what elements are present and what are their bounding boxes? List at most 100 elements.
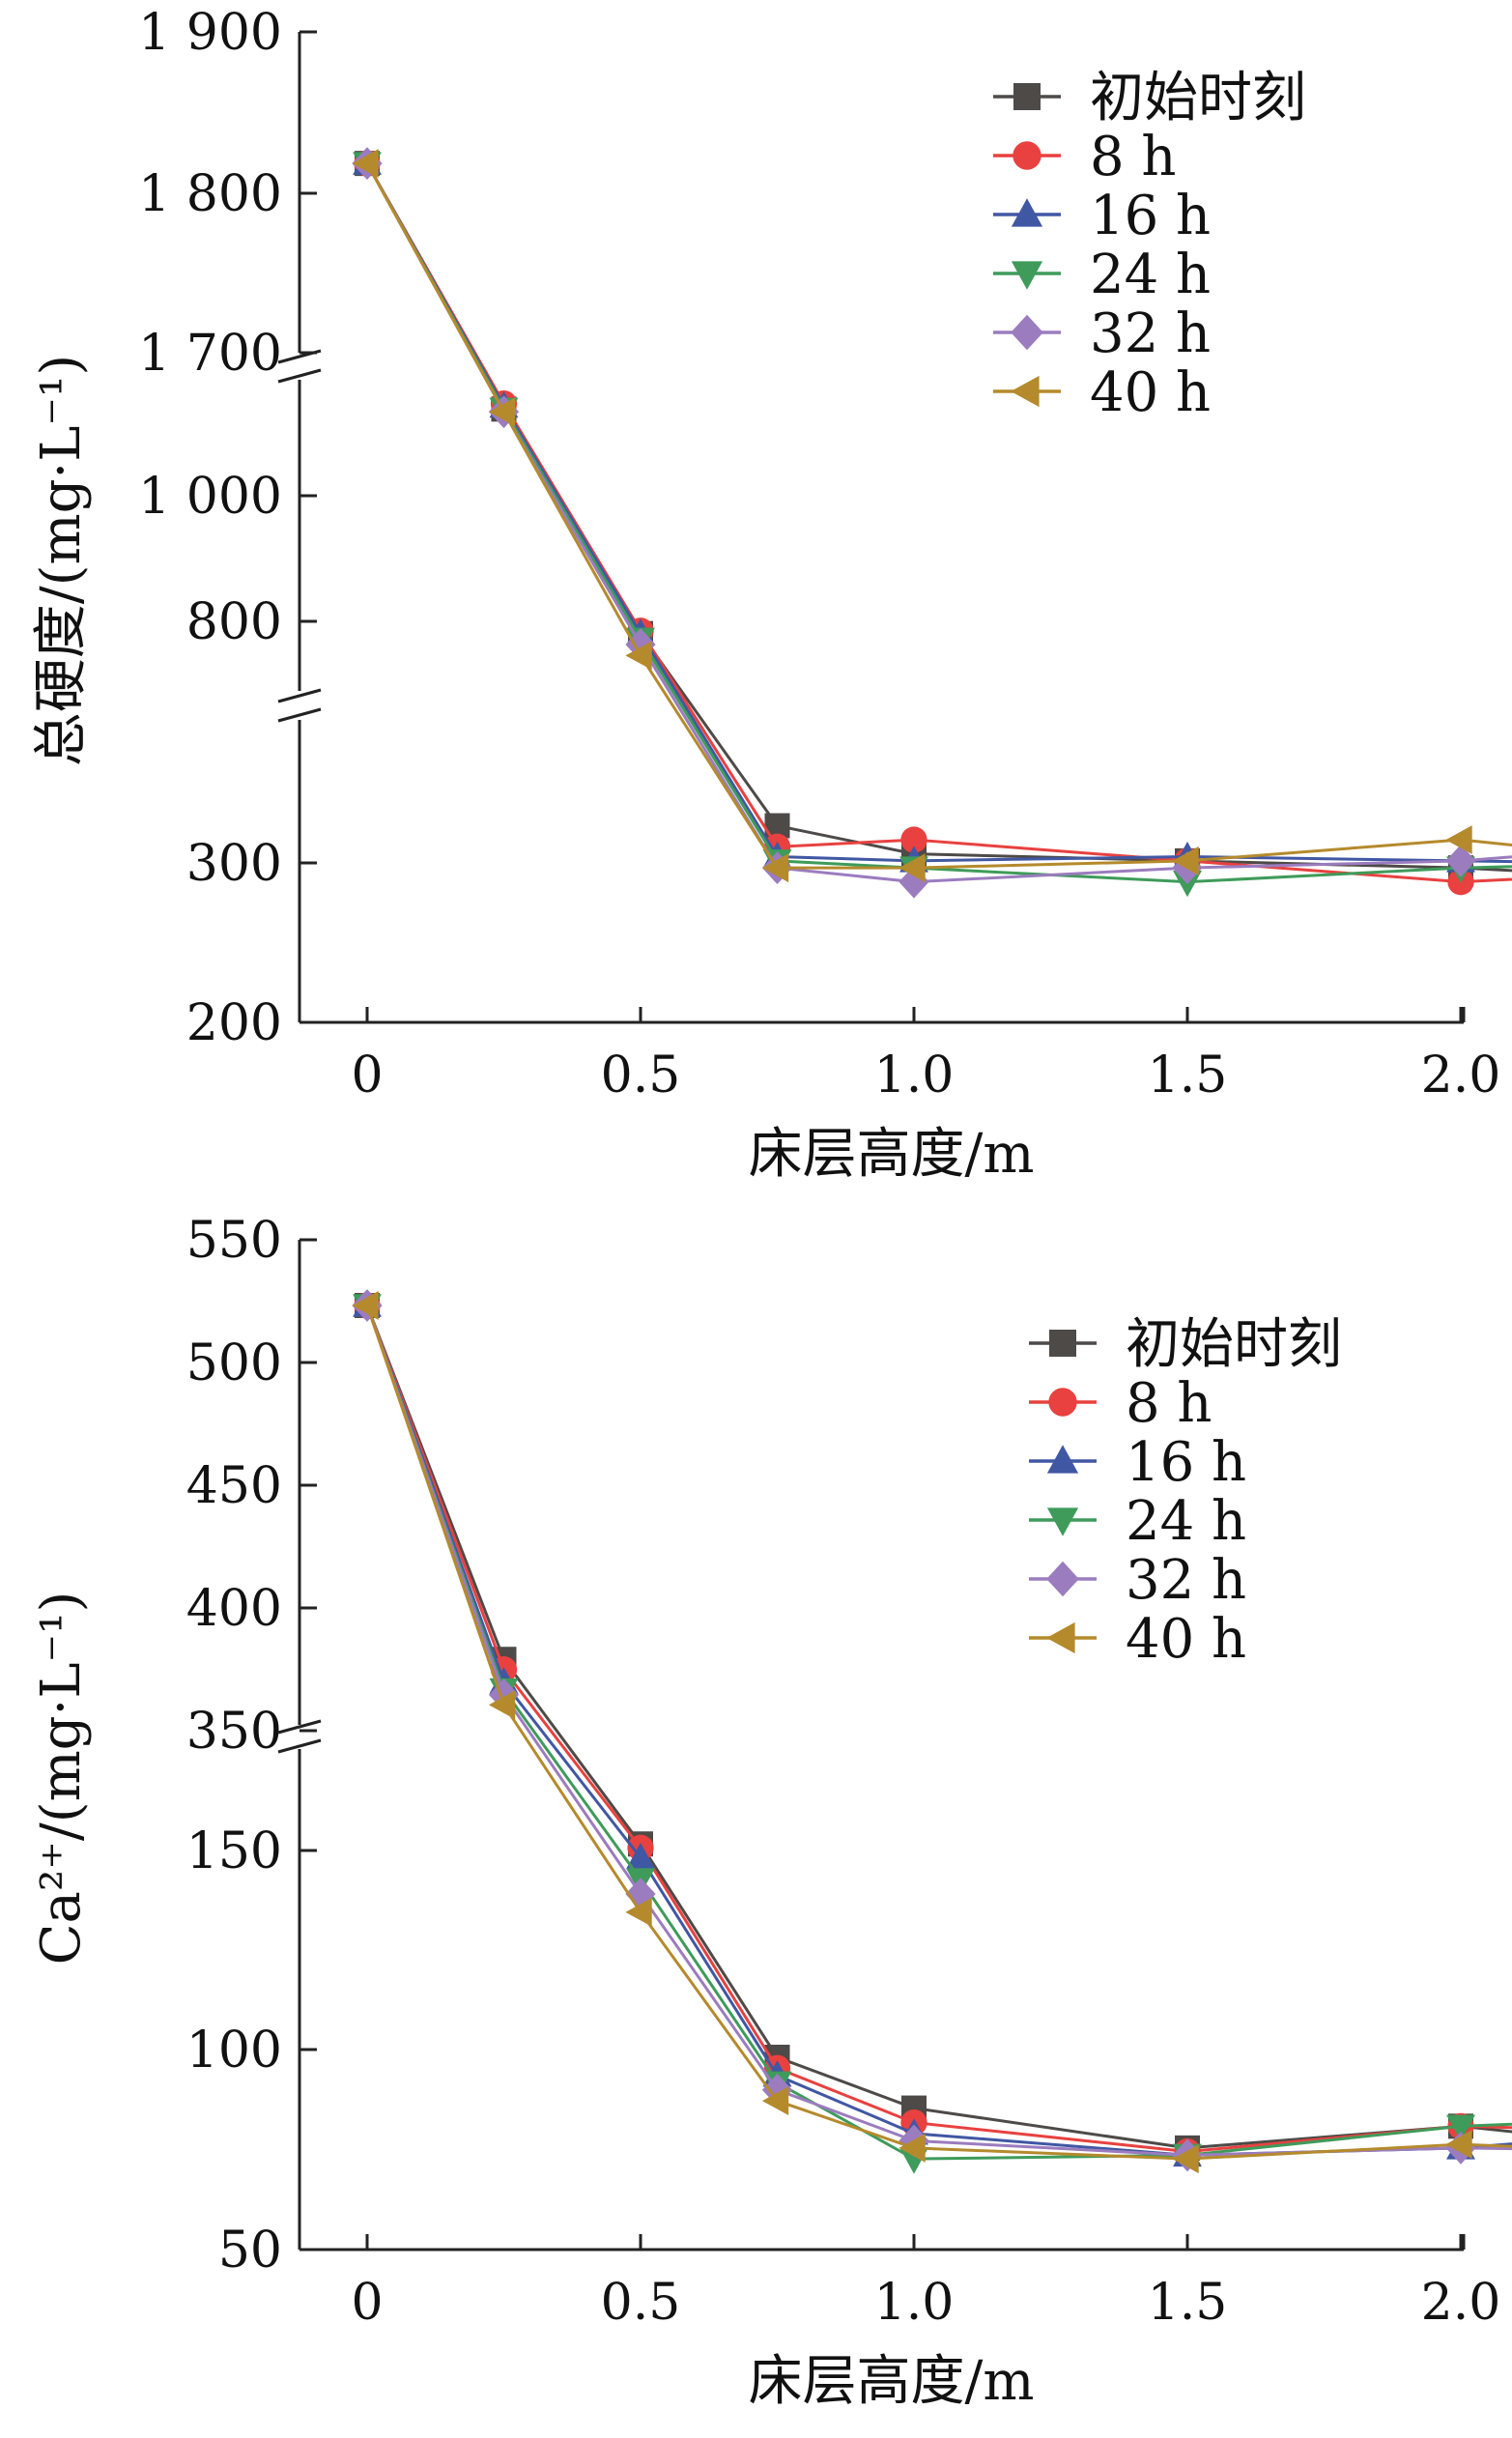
legend-marker — [1011, 375, 1040, 408]
series-line — [365, 1305, 1512, 2161]
legend-label: 16 h — [1090, 185, 1211, 247]
legend-item: 16 h — [993, 185, 1211, 247]
legend-item: 40 h — [1029, 1608, 1246, 1671]
y-tick-label: 350 — [186, 1703, 282, 1761]
axis-break-mark — [277, 688, 322, 723]
y-tick-label: 300 — [186, 835, 282, 893]
legend-item: 24 h — [1029, 1490, 1246, 1553]
legend-label: 8 h — [1090, 126, 1177, 188]
y-tick-label: 100 — [186, 2022, 282, 2079]
legend-marker — [1013, 141, 1041, 170]
legend-item: 初始时刻 — [993, 67, 1306, 129]
x-tick-label: 0.5 — [601, 1047, 681, 1104]
legend-item: 40 h — [993, 361, 1211, 424]
data-point — [1445, 844, 1476, 877]
legend-label: 8 h — [1126, 1372, 1212, 1435]
legend-item: 初始时刻 — [1029, 1313, 1342, 1376]
series-line — [365, 162, 1512, 884]
data-point — [761, 2086, 789, 2116]
axis-break-mark — [277, 349, 322, 384]
legend-label: 32 h — [1126, 1549, 1246, 1612]
data-point — [1446, 2114, 1475, 2141]
total-hardness-chart: 1 900 1 800 1 700 1 000 800 300 200 0 0.5 1.0 1.5 2… — [30, 4, 1512, 1186]
data-point — [1172, 2144, 1199, 2174]
data-point — [626, 1842, 655, 1870]
series-line — [365, 1305, 1512, 2157]
y-tick-label: 1 800 — [138, 165, 282, 223]
x-tick-label: 1.0 — [874, 1047, 955, 1104]
y-tick-label: 550 — [186, 1212, 282, 1270]
data-point — [352, 1291, 379, 1320]
legend-label: 初始时刻 — [1126, 1313, 1342, 1376]
x-tick-label: 1.5 — [1148, 1047, 1228, 1104]
data-point — [488, 397, 516, 427]
y-axis-label: Ca²⁺/(mg·L⁻¹) — [30, 1592, 93, 1965]
legend-label: 16 h — [1126, 1431, 1246, 1494]
series-line — [365, 162, 1512, 873]
x-tick-label: 1.5 — [1148, 2274, 1228, 2332]
legend-marker — [1011, 198, 1043, 227]
y-tick-label: 450 — [186, 1457, 282, 1515]
series-line — [365, 162, 1512, 884]
x-axis-label: 床层高度/m — [749, 1123, 1035, 1186]
y-tick-label: 1 000 — [138, 468, 282, 526]
data-point — [900, 826, 927, 853]
data-point — [625, 1897, 652, 1927]
series-group — [352, 147, 1512, 899]
legend-marker — [1046, 1561, 1079, 1597]
series-group — [352, 1289, 1512, 2174]
legend-label: 40 h — [1090, 361, 1211, 424]
legend-marker — [1013, 83, 1041, 110]
y-axis-label: 总硬度/(mg·L⁻¹) — [30, 355, 93, 767]
data-point — [488, 1690, 516, 1720]
series-line — [365, 1305, 1512, 2150]
axes — [277, 1238, 1466, 2252]
legend-marker — [1048, 1388, 1077, 1417]
y-tick-label: 50 — [218, 2222, 282, 2280]
y-tick-label: 400 — [186, 1580, 282, 1638]
legend-marker — [1046, 1621, 1075, 1654]
y-tick-label: 1 700 — [138, 325, 282, 383]
series-line — [365, 1305, 1512, 2154]
x-tick-label: 0 — [351, 1047, 383, 1104]
y-tick-label: 200 — [186, 994, 282, 1052]
legend-label: 初始时刻 — [1090, 67, 1306, 129]
x-tick-label: 1.0 — [874, 2274, 955, 2332]
x-axis-label: 床层高度/m — [749, 2350, 1035, 2413]
legend-marker — [1046, 1445, 1079, 1474]
axes — [277, 30, 1466, 1024]
axis-break-mark — [277, 1719, 322, 1754]
x-tick-label: 2.0 — [1421, 1047, 1501, 1104]
series-line — [365, 1305, 1512, 2161]
data-point — [1445, 2130, 1472, 2160]
data-point — [1172, 846, 1199, 875]
legend-label: 24 h — [1126, 1490, 1246, 1553]
legend-item: 24 h — [993, 244, 1211, 306]
legend-label: 32 h — [1090, 302, 1211, 365]
legend-marker — [1011, 314, 1043, 351]
data-point — [761, 853, 789, 883]
calcium-chart: 5505004504003501501005000.51.01.52.02.53… — [30, 1212, 1512, 2413]
x-tick-label: 0 — [351, 2274, 383, 2332]
legend-item: 16 h — [1029, 1431, 1246, 1494]
data-point — [625, 641, 652, 671]
legend-marker — [1046, 1507, 1079, 1536]
series-line — [365, 162, 1512, 864]
legend-item: 8 h — [1029, 1372, 1212, 1435]
data-point — [352, 149, 379, 179]
y-tick-label: 800 — [186, 593, 282, 651]
data-point — [1445, 825, 1472, 855]
data-point — [899, 853, 926, 883]
series-line — [365, 162, 1512, 870]
x-tick-label: 2.0 — [1421, 2274, 1501, 2332]
series-line — [365, 162, 1512, 884]
legend-item: 32 h — [1029, 1549, 1246, 1612]
series-line — [365, 1305, 1512, 2157]
y-tick-label: 500 — [186, 1334, 282, 1392]
legend-marker — [1011, 261, 1043, 290]
data-point — [899, 2133, 926, 2163]
legend-label: 40 h — [1126, 1608, 1246, 1671]
